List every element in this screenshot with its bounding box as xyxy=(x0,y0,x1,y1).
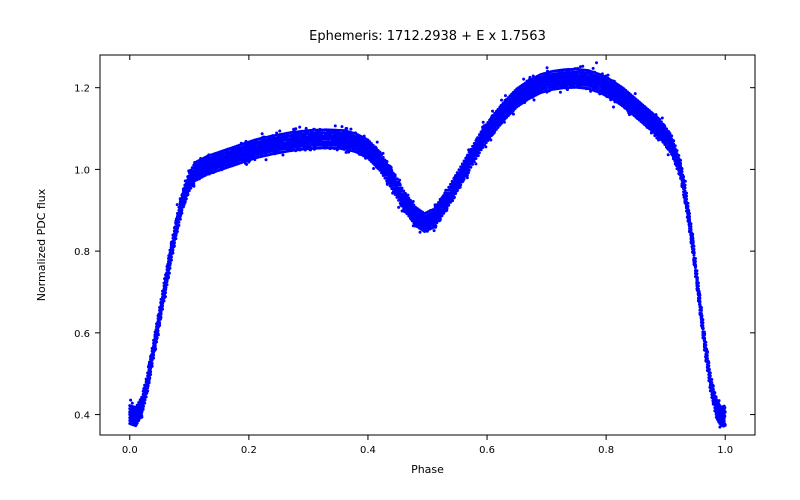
y-tick-label: 0.8 xyxy=(74,247,90,258)
x-tick-label: 0.8 xyxy=(598,445,614,456)
chart-background xyxy=(0,0,800,500)
y-tick-label: 1.0 xyxy=(74,165,90,176)
chart-container: 0.0 0.2 0.4 0.6 0.8 1.0 0.4 0.6 0.8 1.0 1.2 Phase No… xyxy=(0,0,800,500)
x-tick-label: 0.4 xyxy=(360,445,376,456)
x-tick-label: 0.2 xyxy=(241,445,257,456)
x-tick-label: 0.6 xyxy=(479,445,495,456)
y-tick-label: 0.4 xyxy=(74,411,90,422)
y-tick-label: 1.2 xyxy=(74,84,90,95)
x-tick-label: 1.0 xyxy=(717,445,733,456)
x-axis-label: Phase xyxy=(411,463,444,476)
y-tick-label: 0.6 xyxy=(74,329,90,340)
x-tick-label: 0.0 xyxy=(122,445,138,456)
chart-title: Ephemeris: 1712.2938 + E x 1.7563 xyxy=(309,29,546,44)
phase-flux-chart: 0.0 0.2 0.4 0.6 0.8 1.0 0.4 0.6 0.8 1.0 1.2 Phase No… xyxy=(0,0,800,500)
y-axis-label: Normalized PDC flux xyxy=(35,188,48,301)
